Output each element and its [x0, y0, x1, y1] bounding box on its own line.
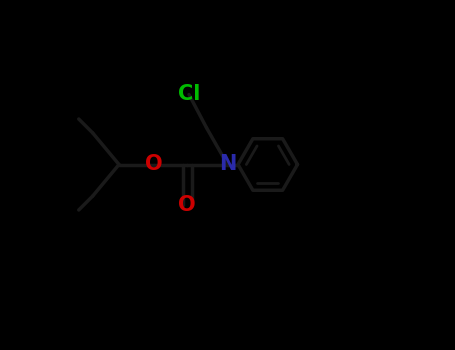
Text: Cl: Cl	[178, 84, 200, 105]
Text: N: N	[219, 154, 236, 175]
Text: O: O	[145, 154, 163, 175]
Text: O: O	[178, 195, 196, 215]
